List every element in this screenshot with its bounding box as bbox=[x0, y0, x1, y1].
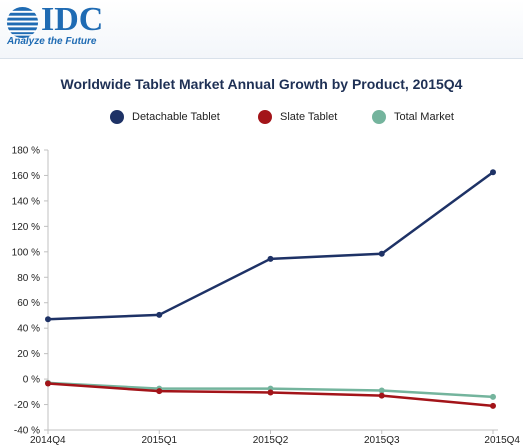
y-tick-label: 100 % bbox=[12, 247, 40, 258]
data-point-detachable-tablet bbox=[378, 250, 385, 257]
y-tick-label: -20 % bbox=[14, 400, 40, 411]
y-tick-label: 140 % bbox=[12, 196, 40, 207]
legend-item-slate: Slate Tablet bbox=[258, 108, 337, 126]
y-tick-label: 60 % bbox=[17, 298, 40, 309]
y-tick-label: 180 % bbox=[12, 146, 40, 157]
y-tick-label: -40 % bbox=[14, 426, 40, 437]
data-point-detachable-tablet bbox=[490, 169, 496, 176]
data-point-total-market bbox=[378, 387, 385, 394]
y-tick-label: 0 % bbox=[23, 375, 40, 386]
x-tick-label: 2015Q2 bbox=[253, 435, 289, 446]
chart-title: Worldwide Tablet Market Annual Growth by… bbox=[60, 76, 463, 92]
legend-swatch-total bbox=[372, 110, 386, 124]
data-point-slate-tablet bbox=[378, 392, 385, 399]
y-tick-label: 160 % bbox=[12, 171, 40, 182]
header-banner: IDC Analyze the Future bbox=[0, 0, 523, 59]
legend-label-detachable: Detachable Tablet bbox=[132, 111, 220, 123]
globe-icon bbox=[6, 6, 39, 39]
legend-item-total: Total Market bbox=[372, 108, 454, 126]
data-point-slate-tablet bbox=[267, 389, 274, 396]
legend-swatch-slate bbox=[258, 110, 272, 124]
legend-label-total: Total Market bbox=[394, 111, 454, 123]
y-tick-label: 40 % bbox=[17, 324, 40, 335]
logo-tagline: Analyze the Future bbox=[7, 36, 97, 47]
y-tick-label: 20 % bbox=[17, 349, 40, 360]
series-line-detachable-tablet bbox=[47, 171, 494, 321]
data-point-detachable-tablet bbox=[156, 311, 163, 318]
chart-legend: Detachable Tablet Slate Tablet Total Mar… bbox=[0, 108, 523, 128]
data-point-slate-tablet bbox=[45, 380, 51, 387]
logo-wordmark: IDC bbox=[41, 1, 104, 38]
data-point-detachable-tablet bbox=[45, 316, 51, 323]
x-tick-label: 2015Q4 bbox=[484, 435, 520, 446]
x-tick-label: 2015Q1 bbox=[141, 435, 177, 446]
line-chart: -40 % -20 % 0 % 20 % 40 % 60 % 80 % 100 % 120 % 1… bbox=[12, 146, 521, 447]
x-tick-label: 2015Q3 bbox=[364, 435, 400, 446]
data-point-total-market bbox=[490, 393, 496, 400]
y-tick-label: 120 % bbox=[12, 222, 40, 233]
y-tick-label: 80 % bbox=[17, 273, 40, 284]
legend-label-slate: Slate Tablet bbox=[280, 111, 338, 123]
idc-logo: IDC Analyze the Future bbox=[5, 1, 145, 48]
data-point-detachable-tablet bbox=[267, 255, 274, 262]
legend-item-detachable: Detachable Tablet bbox=[110, 108, 220, 126]
legend-swatch-detachable bbox=[110, 110, 124, 124]
data-point-slate-tablet bbox=[490, 402, 496, 409]
x-tick-label: 2014Q4 bbox=[30, 435, 66, 446]
data-point-slate-tablet bbox=[156, 388, 163, 395]
